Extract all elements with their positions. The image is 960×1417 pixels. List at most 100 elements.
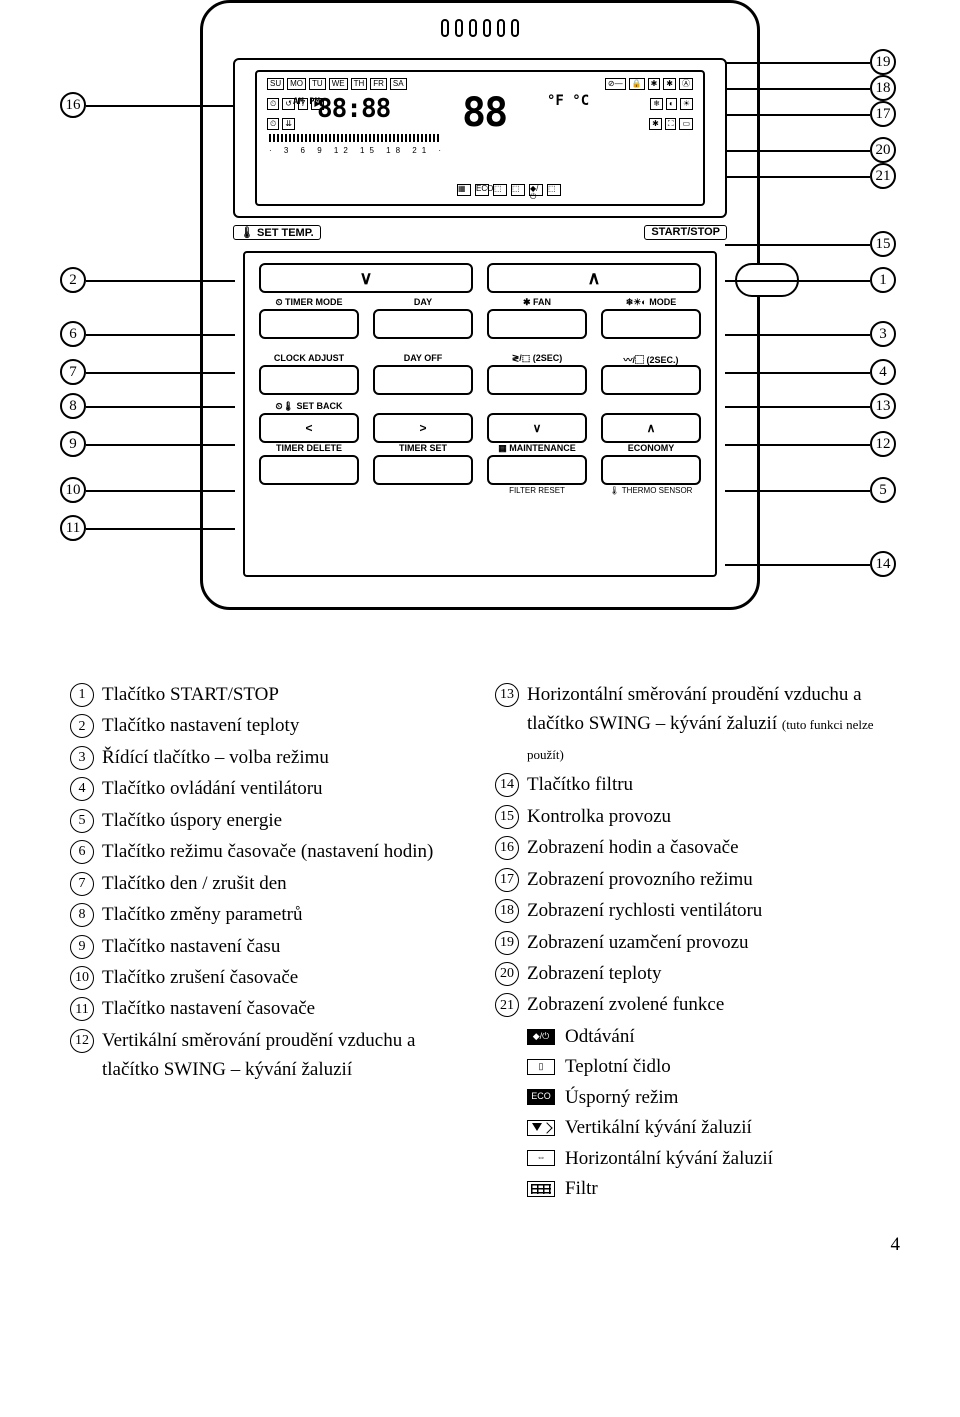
remote-body: SUMOTUWETHFRSA ⊘—🔒✱✱Ⓐ ❄◐☀ ✱⛶▭ ⏲↺7▶ ⏲⇊ 88… bbox=[200, 0, 760, 610]
panel-button[interactable]: DAY bbox=[373, 309, 473, 339]
panel-button[interactable]: TIMER SET bbox=[373, 455, 473, 485]
legend-item: 10Tlačítko zrušení časovače bbox=[70, 963, 475, 992]
callout-3: 3 bbox=[870, 321, 896, 347]
leader-line bbox=[725, 62, 870, 64]
legend-text: Zobrazení rychlosti ventilátoru bbox=[527, 896, 900, 925]
panel-button[interactable]: DAY OFF bbox=[373, 365, 473, 395]
legend-text: Tlačítko filtru bbox=[527, 770, 900, 799]
leader-line bbox=[86, 528, 235, 530]
lcd-bezel: SUMOTUWETHFRSA ⊘—🔒✱✱Ⓐ ❄◐☀ ✱⛶▭ ⏲↺7▶ ⏲⇊ 88… bbox=[233, 58, 727, 218]
button-caption: TIMER SET bbox=[375, 443, 471, 453]
callout-9: 9 bbox=[60, 431, 86, 457]
button-subcaption: 🌡 THERMO SENSOR bbox=[603, 486, 699, 495]
lcd-ampm: AM PM bbox=[293, 98, 320, 107]
leader-line bbox=[725, 176, 870, 178]
legend-text: Tlačítko režimu časovače (nastavení hodi… bbox=[102, 837, 475, 866]
lcd-icon: ⊘— bbox=[605, 78, 626, 90]
leader-line bbox=[86, 334, 235, 336]
lcd-bottom-icons: ▦ECO⬚⬚◆/⏻⬚ bbox=[457, 184, 561, 196]
panel-button[interactable]: CLOCK ADJUST bbox=[259, 365, 359, 395]
leader-line bbox=[725, 564, 870, 566]
legend-item: 16Zobrazení hodin a časovače bbox=[495, 833, 900, 862]
sublist-item: ECOÚsporný režim bbox=[527, 1083, 900, 1112]
lcd-icon: ⏲ bbox=[267, 118, 279, 130]
panel-button[interactable]: TIMER DELETE bbox=[259, 455, 359, 485]
legend-item: 17Zobrazení provozního režimu bbox=[495, 865, 900, 894]
callout-15: 15 bbox=[870, 231, 896, 257]
leader-line bbox=[725, 334, 870, 336]
lcd-icon: ✱ bbox=[663, 78, 676, 90]
panel-button[interactable]: ⏲ TIMER MODE bbox=[259, 309, 359, 339]
legend-number: 2 bbox=[70, 714, 94, 738]
lcd-icon: ◆/⏻ bbox=[529, 184, 543, 196]
lcd-icon: ⬚ bbox=[511, 184, 525, 196]
button-caption: ⏲🌡 SET BACK bbox=[261, 401, 357, 412]
lcd-icon: FR bbox=[370, 78, 387, 90]
panel-button[interactable]: ECONOMY 🌡 THERMO SENSOR bbox=[601, 455, 701, 485]
sublist-item: ▯Teplotní čidlo bbox=[527, 1052, 900, 1081]
legend-note: (tuto funkci nelze použít) bbox=[527, 717, 874, 761]
leader-line bbox=[725, 490, 870, 492]
button-caption: DAY bbox=[375, 297, 471, 307]
legend-item: 20Zobrazení teploty bbox=[495, 959, 900, 988]
callout-11: 11 bbox=[60, 515, 86, 541]
callout-7: 7 bbox=[60, 359, 86, 385]
lcd-icon: ⛶ bbox=[665, 118, 677, 130]
panel-button[interactable]: ⏲🌡 SET BACK< bbox=[259, 413, 359, 443]
callout-20: 20 bbox=[870, 137, 896, 163]
leader-line bbox=[725, 406, 870, 408]
callout-14: 14 bbox=[870, 551, 896, 577]
legend-text: Zobrazení uzamčení provozu bbox=[527, 928, 900, 957]
leader-line bbox=[86, 105, 235, 107]
sublist-icon bbox=[527, 1181, 555, 1197]
panel-button[interactable]: ≷/⬚ (2SEC) bbox=[487, 365, 587, 395]
callout-18: 18 bbox=[870, 75, 896, 101]
lcd-icon: ⏲ bbox=[267, 98, 279, 110]
callout-17: 17 bbox=[870, 101, 896, 127]
panel-button[interactable]: ∧ bbox=[601, 413, 701, 443]
legend-text: Zobrazení provozního režimu bbox=[527, 865, 900, 894]
panel-button[interactable]: 〰/⬚ (2SEC.) bbox=[601, 365, 701, 395]
panel-button[interactable]: ✱ FAN bbox=[487, 309, 587, 339]
panel-button[interactable]: ∧ bbox=[487, 263, 701, 293]
panel-button[interactable]: ▦ MAINTENANCE FILTER RESET bbox=[487, 455, 587, 485]
leader-line bbox=[86, 372, 235, 374]
speaker-grille bbox=[441, 19, 519, 37]
lcd-icon: TH bbox=[351, 78, 368, 90]
legend-item: 2Tlačítko nastavení teploty bbox=[70, 711, 475, 740]
legend-number: 8 bbox=[70, 903, 94, 927]
lcd-icon: TU bbox=[309, 78, 326, 90]
legend-item: 3Řídící tlačítko – volba režimu bbox=[70, 743, 475, 772]
legend-item: 4Tlačítko ovládání ventilátoru bbox=[70, 774, 475, 803]
legend-text: Vertikální směrování proudění vzduchu a … bbox=[102, 1026, 475, 1085]
panel-button[interactable]: ∨ bbox=[487, 413, 587, 443]
legend-number: 20 bbox=[495, 962, 519, 986]
callout-12: 12 bbox=[870, 431, 896, 457]
leader-line bbox=[725, 244, 870, 246]
callout-16: 16 bbox=[60, 92, 86, 118]
legend-text: Tlačítko změny parametrů bbox=[102, 900, 475, 929]
callout-5: 5 bbox=[870, 477, 896, 503]
lcd-icon: ✱ bbox=[649, 118, 662, 130]
function-sublist: ◆/⏻Odtávání▯Teplotní čidloECOÚsporný rež… bbox=[527, 1022, 900, 1204]
button-glyph: ∨ bbox=[359, 268, 372, 289]
sublist-text: Teplotní čidlo bbox=[565, 1052, 671, 1081]
leader-line bbox=[86, 490, 235, 492]
lcd-icon: ❄ bbox=[650, 98, 663, 110]
legend-number: 1 bbox=[70, 683, 94, 707]
legend-item: 11Tlačítko nastavení časovače bbox=[70, 994, 475, 1023]
button-panel: ∨ ∧ ⏲ TIMER MODE DAY ✱ FAN ❄☀◐ MODE CLOCK … bbox=[243, 251, 717, 577]
panel-button[interactable]: > bbox=[373, 413, 473, 443]
callout-2: 2 bbox=[60, 267, 86, 293]
legend-text: Tlačítko nastavení časovače bbox=[102, 994, 475, 1023]
leader-line bbox=[725, 280, 870, 282]
panel-button[interactable]: ❄☀◐ MODE bbox=[601, 309, 701, 339]
leader-line bbox=[725, 88, 870, 90]
leader-line bbox=[86, 280, 235, 282]
legend-text: Řídící tlačítko – volba režimu bbox=[102, 743, 475, 772]
button-caption: CLOCK ADJUST bbox=[261, 353, 357, 363]
panel-button[interactable]: ∨ bbox=[259, 263, 473, 293]
button-glyph: ∨ bbox=[533, 421, 542, 435]
leader-line bbox=[725, 444, 870, 446]
lcd-icon: ECO bbox=[475, 184, 489, 196]
